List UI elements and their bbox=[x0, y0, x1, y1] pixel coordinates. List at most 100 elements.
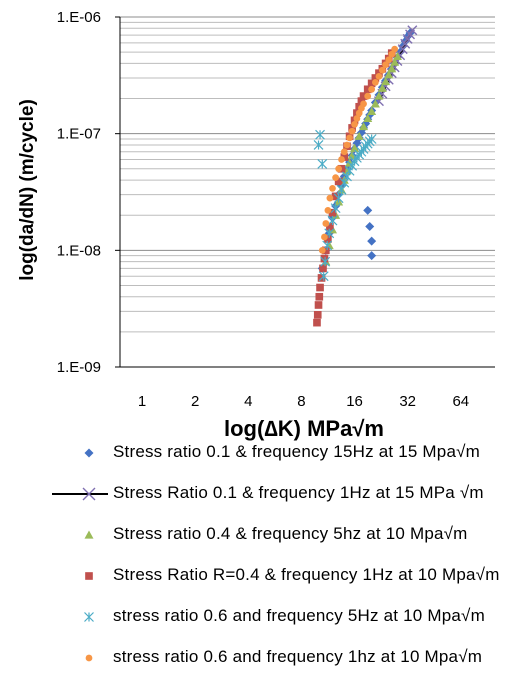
legend-symbol bbox=[85, 654, 93, 662]
data-point bbox=[374, 91, 384, 100]
legend-marker bbox=[52, 487, 108, 501]
x-tick-label: 64 bbox=[452, 393, 469, 410]
data-point bbox=[334, 177, 343, 186]
data-point bbox=[392, 51, 402, 60]
plot-grid bbox=[120, 16, 495, 368]
data-point bbox=[375, 72, 383, 80]
data-point bbox=[316, 283, 324, 292]
data-point bbox=[387, 64, 397, 73]
data-point bbox=[340, 153, 349, 161]
data-point bbox=[326, 222, 334, 231]
legend-label: stress ratio 0.6 and frequency 1hz at 10… bbox=[113, 647, 483, 666]
data-point bbox=[360, 100, 367, 108]
data-point bbox=[327, 215, 338, 226]
x-tick-label: 1 bbox=[138, 393, 146, 410]
x-tick-label: 8 bbox=[297, 393, 305, 410]
data-point bbox=[330, 203, 341, 214]
data-point bbox=[351, 121, 358, 128]
data-point bbox=[319, 264, 327, 273]
x-tick-label: 4 bbox=[244, 393, 252, 410]
data-point bbox=[384, 70, 394, 79]
data-point bbox=[320, 256, 331, 267]
y-tick-label: 1.E-06 bbox=[57, 9, 101, 26]
data-point bbox=[370, 99, 380, 108]
chart-legend: Stress ratio 0.1 & frequency 15Hz at 15 … bbox=[50, 442, 505, 688]
legend-item-6: stress ratio 0.6 and frequency 1hz at 10… bbox=[50, 647, 505, 688]
data-point bbox=[335, 165, 343, 173]
plot-axes bbox=[115, 16, 495, 368]
legend-marker bbox=[85, 654, 93, 662]
data-point bbox=[343, 141, 351, 149]
data-point bbox=[378, 66, 386, 74]
series-3 bbox=[321, 51, 402, 266]
legend-symbol bbox=[84, 530, 94, 539]
x-tick-label: 32 bbox=[399, 393, 416, 410]
fatigue-crack-growth-chart: 1.E-09 1.E-08 1.E-07 1.E-06 1 2 4 8 16 32 64 log(… bbox=[17, 9, 495, 441]
data-point bbox=[315, 292, 324, 301]
data-point bbox=[368, 85, 376, 93]
data-point bbox=[388, 50, 396, 58]
legend-marker bbox=[84, 530, 94, 539]
data-point bbox=[324, 235, 332, 243]
y-tick-label: 1.E-09 bbox=[57, 359, 101, 376]
data-point bbox=[407, 25, 418, 36]
data-point bbox=[367, 251, 377, 261]
data-point bbox=[322, 220, 330, 227]
x-tick-label: 16 bbox=[346, 393, 363, 410]
data-point bbox=[367, 79, 376, 88]
legend-label: Stress Ratio 0.1 & frequency 1Hz at 15 M… bbox=[113, 483, 484, 502]
y-tick-label: 1.E-07 bbox=[57, 126, 101, 143]
data-point bbox=[400, 38, 411, 49]
data-point bbox=[364, 92, 372, 100]
data-point bbox=[365, 222, 375, 232]
x-tick-labels: 1 2 4 8 16 32 64 bbox=[138, 393, 469, 410]
data-point bbox=[357, 97, 366, 105]
data-point bbox=[353, 115, 361, 122]
data-point bbox=[371, 74, 380, 82]
legend-symbol bbox=[85, 572, 93, 580]
legend-label: Stress Ratio R=0.4 & frequency 1Hz at 10… bbox=[113, 565, 500, 584]
data-point bbox=[340, 148, 348, 156]
data-point bbox=[331, 192, 340, 201]
data-point bbox=[313, 311, 322, 319]
x-tick-label: 2 bbox=[191, 393, 199, 410]
data-point bbox=[366, 134, 377, 144]
data-point bbox=[313, 140, 324, 150]
legend-symbol bbox=[84, 612, 94, 622]
data-point bbox=[397, 44, 408, 55]
data-point bbox=[321, 233, 328, 241]
data-point bbox=[318, 246, 326, 254]
data-marks bbox=[313, 25, 418, 327]
data-point bbox=[372, 79, 379, 86]
data-point bbox=[377, 83, 387, 92]
data-point bbox=[390, 57, 400, 66]
y-axis-title: log(da/dN) (m/cycle) bbox=[17, 99, 38, 281]
data-point bbox=[332, 174, 340, 181]
y-tick-label: 1.E-08 bbox=[57, 242, 101, 259]
legend-label: stress ratio 0.6 and frequency 5Hz at 10… bbox=[113, 606, 485, 625]
data-point bbox=[348, 127, 356, 135]
data-point bbox=[346, 134, 353, 142]
data-point bbox=[320, 254, 329, 263]
y-tick-labels: 1.E-09 1.E-08 1.E-07 1.E-06 bbox=[57, 9, 101, 376]
legend-marker bbox=[84, 612, 94, 622]
legend-item-5: stress ratio 0.6 and frequency 5Hz at 10… bbox=[50, 606, 505, 647]
legend-symbol bbox=[82, 487, 96, 501]
data-point bbox=[367, 236, 377, 246]
data-point bbox=[326, 194, 334, 202]
legend-item-3: Stress ratio 0.4 & frequency 5hz at 10 M… bbox=[50, 524, 505, 565]
data-point bbox=[359, 122, 369, 131]
data-point bbox=[314, 301, 323, 309]
legend-label: Stress ratio 0.4 & frequency 5hz at 10 M… bbox=[113, 524, 468, 543]
legend-label: Stress ratio 0.1 & frequency 15Hz at 15 … bbox=[113, 442, 480, 461]
data-point bbox=[363, 85, 372, 94]
legend-item-2: Stress Ratio 0.1 & frequency 1Hz at 15 M… bbox=[50, 483, 505, 524]
data-point bbox=[338, 156, 345, 163]
data-point bbox=[350, 143, 360, 152]
data-point bbox=[367, 106, 377, 116]
data-point bbox=[391, 45, 399, 53]
data-point bbox=[385, 56, 393, 64]
data-point bbox=[381, 76, 391, 86]
data-point bbox=[359, 92, 368, 100]
legend-marker bbox=[85, 572, 93, 580]
